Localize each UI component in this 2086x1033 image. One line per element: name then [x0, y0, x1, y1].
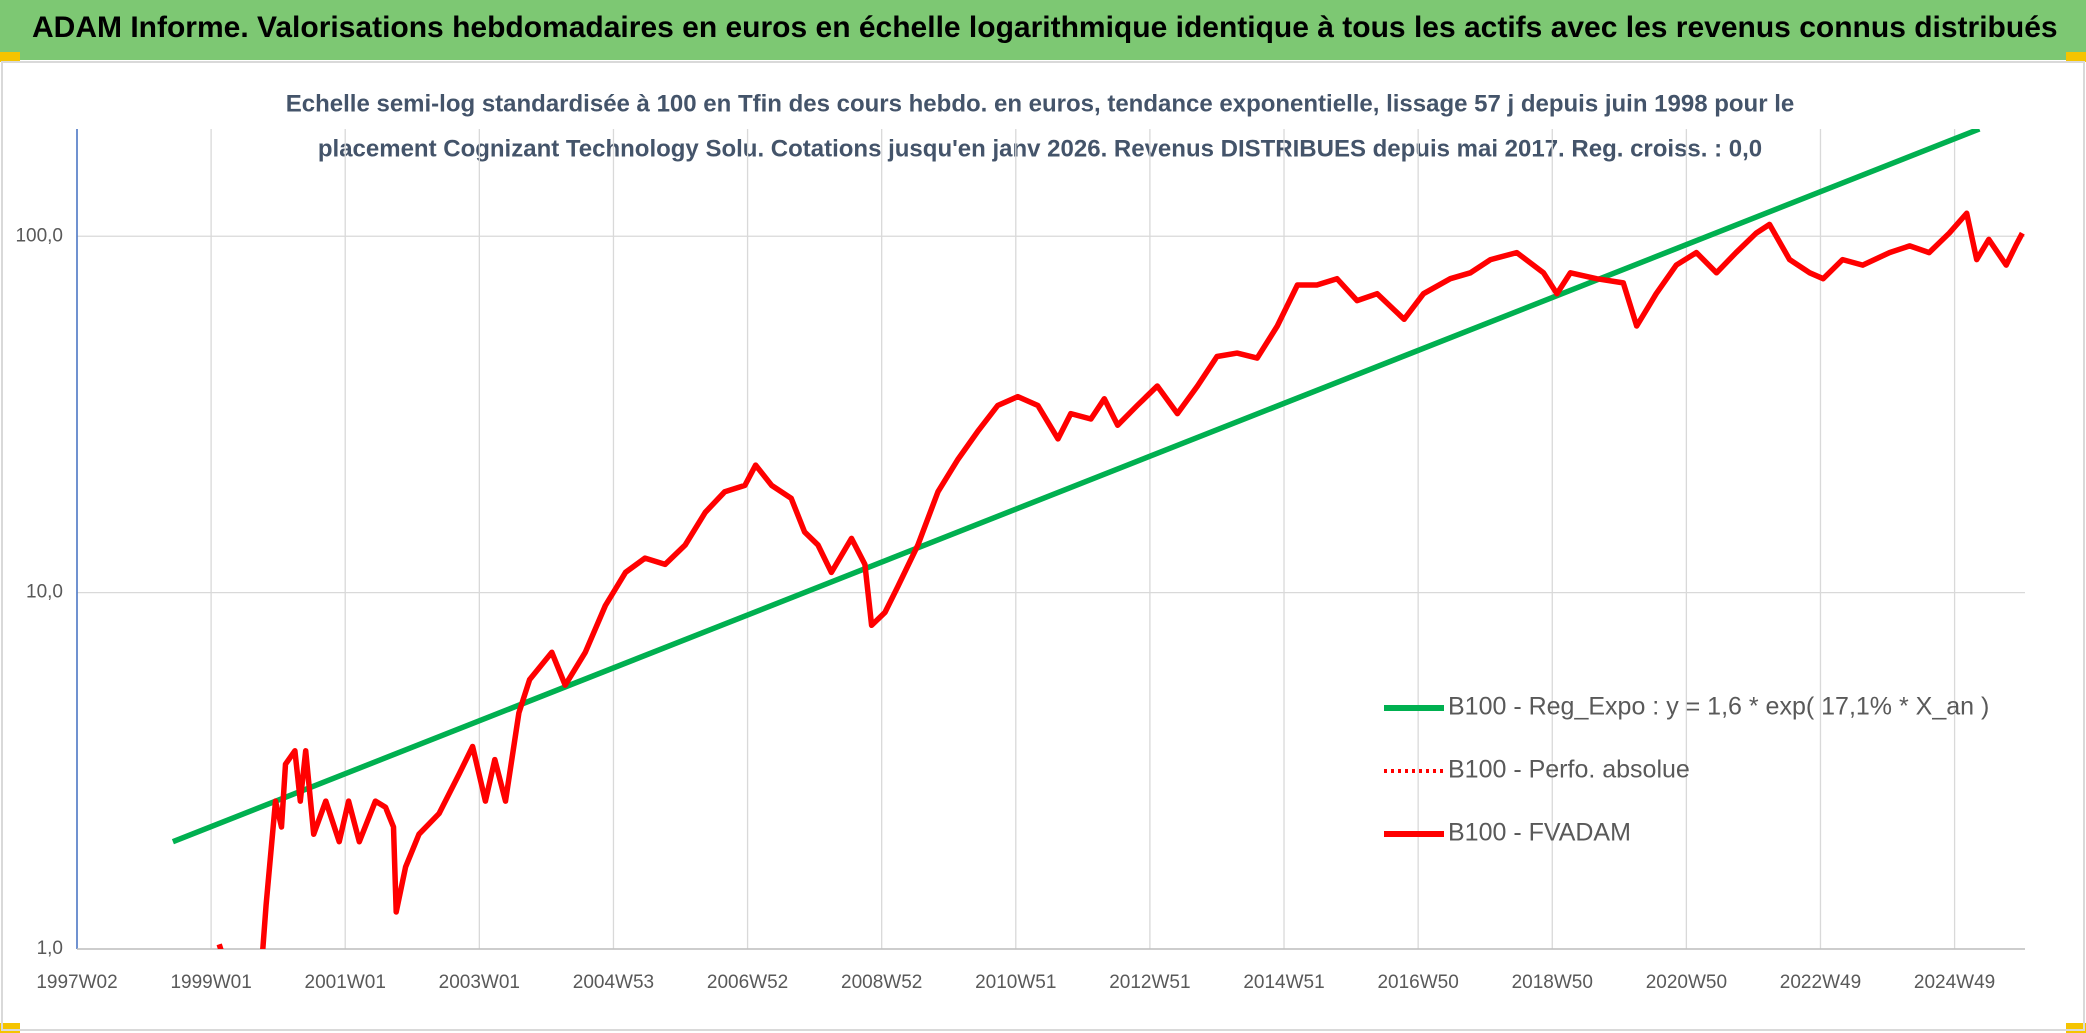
x-tick-label: 1999W01	[170, 972, 251, 993]
x-tick-label: 2020W50	[1646, 972, 1727, 993]
x-tick-label: 2003W01	[439, 972, 520, 993]
x-tick-label: 2016W50	[1377, 972, 1458, 993]
x-tick-label: 2024W49	[1914, 972, 1995, 993]
corner-mark	[0, 52, 20, 62]
x-tick-label: 2006W52	[707, 972, 788, 993]
header-bar	[0, 0, 2086, 60]
corner-mark	[2066, 52, 2086, 62]
plot-area	[171, 129, 2025, 949]
x-tick-label: 2004W53	[573, 972, 654, 993]
x-tick-label: 2022W49	[1780, 972, 1861, 993]
x-tick-label: 2012W51	[1109, 972, 1190, 993]
chart-title: ADAM Informe. Valorisations hebdomadaire…	[32, 11, 2058, 44]
legend-label: B100 - Perfo. absolue	[1448, 756, 1690, 784]
x-tick-label: 1997W02	[36, 972, 117, 993]
legend-label: B100 - FVADAM	[1448, 819, 1631, 847]
legend-label: B100 - Reg_Expo : y = 1,6 * exp( 17,1% *…	[1448, 693, 1989, 721]
x-tick-label: 2001W01	[305, 972, 386, 993]
x-tick-label: 2018W50	[1512, 972, 1593, 993]
y-tick-label: 10,0	[26, 582, 63, 603]
chart-subtitle: placement Cognizant Technology Solu. Cot…	[318, 135, 1762, 162]
data-line	[216, 210, 2025, 949]
chart-subtitle: Echelle semi-log standardisée à 100 en T…	[286, 90, 1794, 117]
x-tick-label: 2008W52	[841, 972, 922, 993]
x-tick-label: 2014W51	[1243, 972, 1324, 993]
chart-frame	[1, 61, 2085, 1031]
y-tick-label: 1,0	[37, 938, 63, 959]
corner-mark	[0, 1023, 20, 1033]
corner-mark	[2066, 1023, 2086, 1033]
data-line	[171, 129, 1981, 845]
y-tick-label: 100,0	[15, 225, 63, 246]
x-tick-label: 2010W51	[975, 972, 1056, 993]
